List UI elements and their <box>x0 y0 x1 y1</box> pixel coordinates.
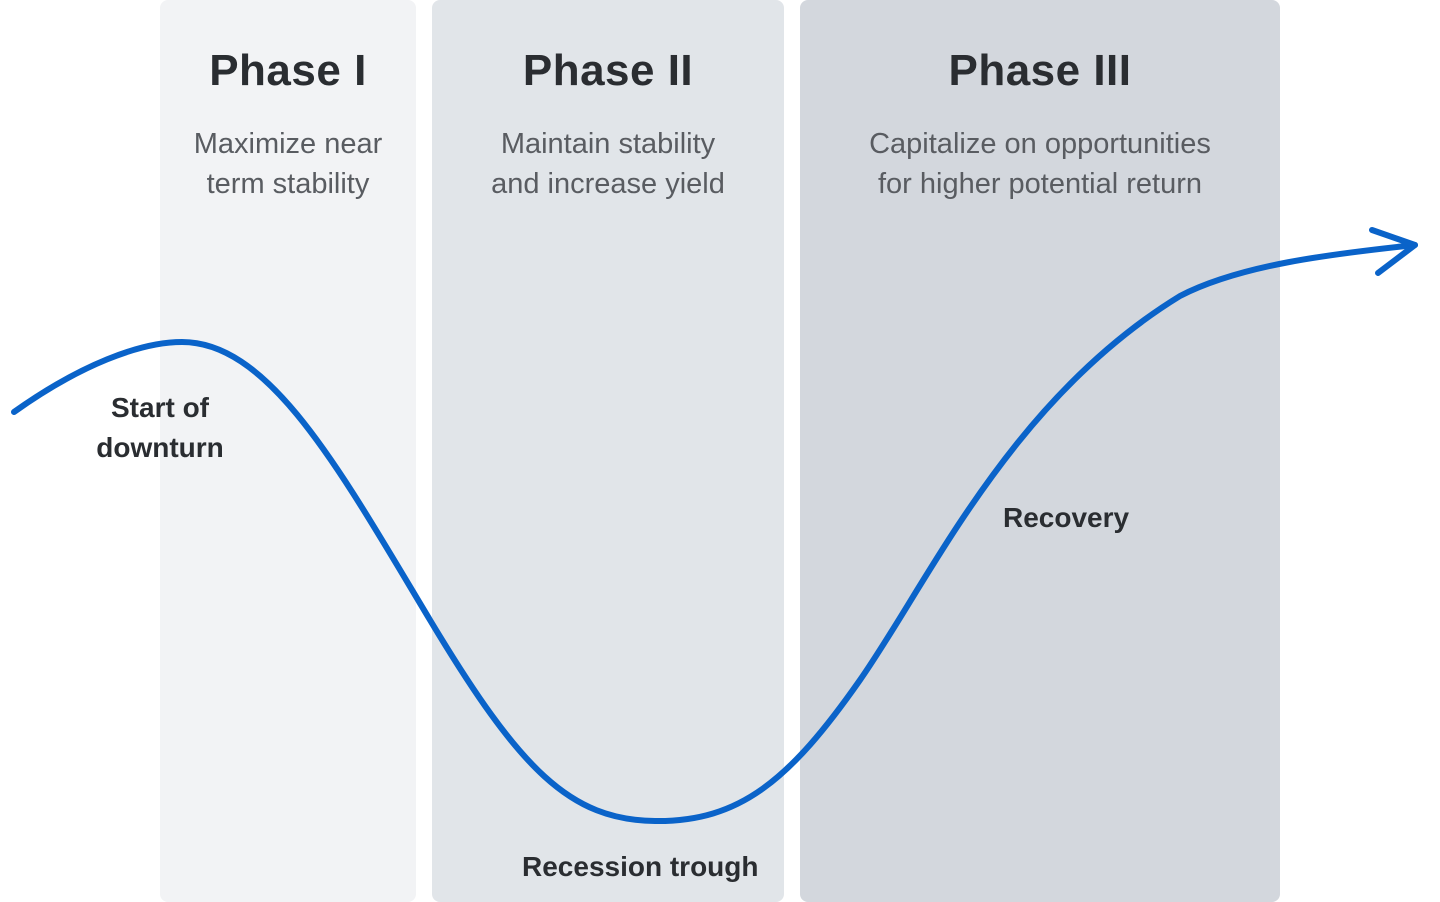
phase-3-panel: Phase III Capitalize on opportunities fo… <box>800 0 1280 902</box>
arrow-right-icon <box>1369 227 1418 276</box>
phase-3-description-line-2: for higher potential return <box>877 168 1203 200</box>
phase-1-panel: Phase I Maximize near term stability <box>160 0 416 902</box>
phase-1-title: Phase I <box>209 46 367 95</box>
phase-1-description-line-2: term stability <box>206 168 370 200</box>
phase-3-description-line-1: Capitalize on opportunities <box>869 128 1211 160</box>
start-of-downturn-line-1: Start of <box>111 392 209 423</box>
phase-2-description-line-2: and increase yield <box>491 168 725 200</box>
cycle-curve-line <box>11 242 1418 825</box>
phase-2-panel: Phase II Maintain stability and increase… <box>432 0 784 902</box>
phase-1-description-line-1: Maximize near <box>193 128 383 160</box>
phase-3-description: Capitalize on opportunities for higher p… <box>800 124 1280 204</box>
phase-1-description: Maximize near term stability <box>160 124 416 204</box>
start-of-downturn-line-2: downturn <box>96 432 224 463</box>
recession-trough-label: Recession trough <box>522 851 759 882</box>
phase-3-title: Phase III <box>948 46 1132 95</box>
start-of-downturn-label: Start of downturn <box>60 388 260 468</box>
phase-2-title: Phase II <box>522 46 694 95</box>
phase-2-description: Maintain stability and increase yield <box>432 124 784 204</box>
recovery-label: Recovery <box>1003 502 1130 533</box>
phase-2-description-line-1: Maintain stability <box>500 128 716 160</box>
